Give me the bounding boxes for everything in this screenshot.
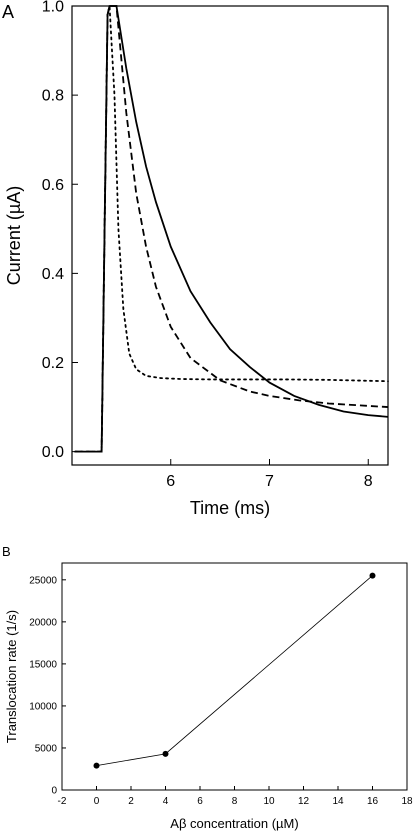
panel-a-series: [74, 5, 389, 453]
x-tick-label: 8: [364, 473, 373, 490]
panel-a-plot-frame: [71, 5, 389, 466]
y-tick-label: 1.0: [42, 0, 64, 16]
panel-b-x-axis-label: Aβ concentration (µM): [170, 816, 298, 831]
x-tick-label: -2: [58, 796, 67, 807]
panel-b: B -2 0 2 4 6 8 10 12 14 16 18050001000015000200002…: [2, 544, 413, 831]
x-tick-label: 14: [332, 796, 344, 807]
x-tick-label: 6: [197, 796, 203, 807]
panel-a-y-axis-label: Current (µA): [4, 186, 24, 285]
y-tick-label: 0: [51, 786, 57, 797]
x-tick-label: 16: [367, 796, 379, 807]
x-tick-label: 6: [166, 473, 175, 490]
panel-a-label: A: [2, 2, 14, 22]
series-line-dashed: [74, 5, 389, 453]
y-tick-label: 0.0: [42, 444, 64, 461]
x-tick-label: 18: [401, 796, 413, 807]
panel-b-plot-frame: [61, 562, 408, 791]
y-tick-label: 0.4: [42, 266, 64, 283]
data-point: [93, 762, 100, 769]
panel-b-series: [93, 572, 376, 769]
panel-b-label: B: [2, 544, 11, 559]
x-tick-label: 2: [128, 796, 134, 807]
x-tick-label: 4: [163, 796, 169, 807]
panel-a-ticks: 6 7 8 0.0 0.2 0.4 0.6 0.8 1.0: [42, 0, 373, 490]
y-tick-label: 20000: [29, 617, 57, 628]
y-tick-label: 25000: [29, 575, 57, 586]
panel-b-y-axis-label: Translocation rate (1/s): [4, 610, 19, 743]
y-tick-label: 0.2: [42, 355, 64, 372]
data-point: [369, 572, 376, 579]
series-line-0: [96, 575, 373, 767]
y-tick-label: 15000: [29, 659, 57, 670]
x-tick-label: 0: [94, 796, 100, 807]
x-tick-label: 7: [265, 473, 274, 490]
y-tick-label: 5000: [35, 743, 58, 754]
x-tick-label: 12: [298, 796, 310, 807]
panel-b-ticks: -2 0 2 4 6 8 10 12 14 16 1805000100001500020000250…: [29, 575, 413, 807]
y-tick-label: 0.6: [42, 177, 64, 194]
x-tick-label: 8: [232, 796, 238, 807]
data-point: [162, 750, 169, 757]
series-line-dotted: [74, 5, 389, 453]
y-tick-label: 10000: [29, 701, 57, 712]
x-tick-label: 10: [263, 796, 275, 807]
panel-a-x-axis-label: Time (ms): [190, 498, 270, 518]
panel-a: A 6 7 8 0.0 0.2 0.4 0.6 0.8 1.0 Time (ms) Curren…: [2, 0, 389, 518]
y-tick-label: 0.8: [42, 88, 64, 105]
